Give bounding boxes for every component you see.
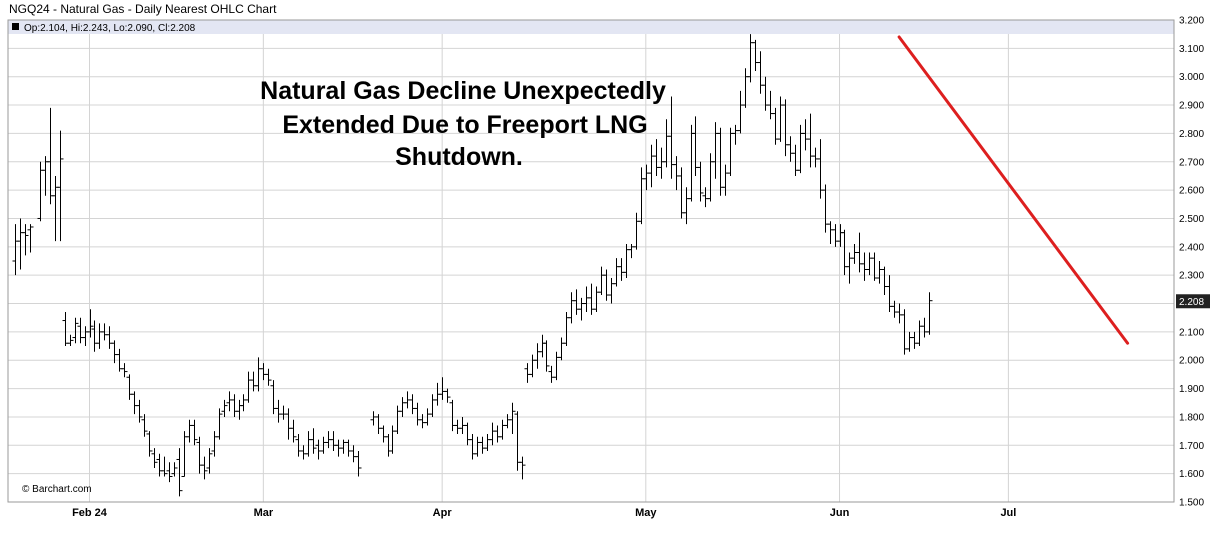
trend-line [897,35,1130,345]
grid-lines [8,19,1174,503]
x-tick-label: Apr [433,507,453,519]
y-tick-label: 2.800 [1179,129,1204,140]
x-axis: Feb 24 Mar Apr May Jun Jul [72,507,1016,519]
y-tick-label: 3.200 [1179,16,1204,27]
ohlc-bar [146,431,153,457]
ohlc-bar [265,368,272,386]
ohlc-bar [161,456,168,477]
y-tick-label: 1.900 [1179,384,1204,395]
ohlc-bars [12,34,933,497]
ohlc-bar [151,448,158,468]
y-tick-label: 1.800 [1179,412,1204,423]
ohlc-bar [22,224,29,256]
ohlc-bar [87,309,94,338]
ohlc-bar [27,224,34,253]
x-tick-label: Mar [254,507,274,519]
legend-square-icon [12,23,19,30]
plot-frame [7,19,1175,503]
copyright-label: © Barchart.com [22,484,92,495]
ohlc-bar [543,340,550,372]
legend-band [8,20,1174,34]
y-tick-label: 2.600 [1179,186,1204,197]
y-tick-label: 2.700 [1179,157,1204,168]
ohlc-bar [57,130,64,242]
annotation-line-3: Shutdown. [395,143,523,171]
chart-title: NGQ24 - Natural Gas - Daily Nearest OHLC… [9,2,277,16]
ohlc-bar [176,448,183,497]
x-tick-label: May [635,507,657,519]
ohlc-bar [697,161,704,202]
ohlc-bar [310,428,317,454]
y-tick-label: 2.400 [1179,242,1204,253]
y-tick-label: 2.000 [1179,356,1204,367]
annotation-line-1: Natural Gas Decline Unexpectedly [260,77,666,105]
ohlc-bar [171,462,178,477]
ohlc-bar [72,317,79,344]
y-tick-label: 3.100 [1179,44,1204,55]
last-price-badge [1176,294,1210,309]
y-tick-label: 2.900 [1179,101,1204,112]
ohlc-bar [221,399,228,417]
ohlc-bar [166,462,173,483]
y-tick-label: 1.600 [1179,469,1204,480]
ohlc-bar [290,419,297,443]
ohlc-readout: Op:2.104, Hi:2.243, Lo:2.090, Cl:2.208 [24,23,196,34]
y-tick-label: 2.300 [1179,271,1204,282]
x-tick-label: Feb 24 [72,507,108,519]
ohlc-bar [444,388,451,403]
y-tick-label: 1.700 [1179,441,1204,452]
ohlc-bar [216,408,223,440]
y-tick-label: 3.000 [1179,72,1204,83]
ohlc-bar [121,363,128,378]
ohlc-bar [519,456,526,480]
last-price-label: 2.208 [1179,297,1204,308]
x-tick-label: Jul [1000,507,1016,519]
ohlc-bar [206,448,213,474]
ohlc-bar [509,402,516,434]
ohlc-bar [201,456,208,480]
y-tick-label: 1.500 [1179,498,1204,509]
ohlc-bar [191,419,198,446]
ohlc-bar [136,399,143,423]
x-tick-label: Jun [830,507,850,519]
ohlc-bar [926,292,933,335]
ohlc-bar [355,450,362,477]
ohlc-bar [67,334,74,347]
y-tick-label: 2.500 [1179,214,1204,225]
ohlc-bar [141,414,148,437]
y-tick-label: 2.100 [1179,327,1204,338]
annotation-line-2: Extended Due to Freeport LNG [282,111,647,139]
